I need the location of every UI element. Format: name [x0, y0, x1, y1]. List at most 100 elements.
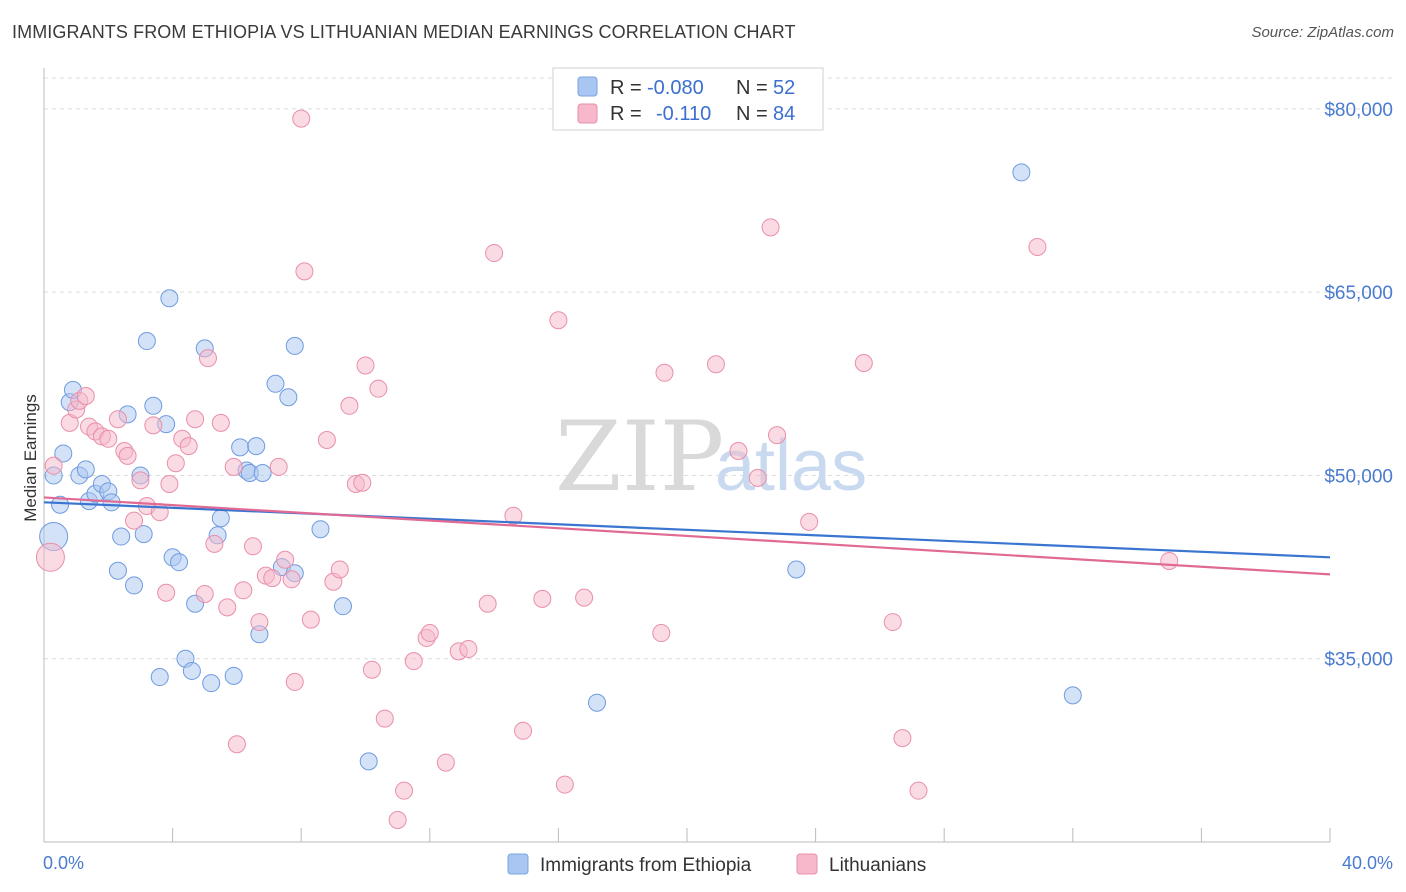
legend-r-value-2: -0.110 — [656, 103, 711, 125]
y-axis-label: Median Earnings — [21, 394, 40, 522]
watermark: ZIP atlas — [555, 401, 867, 513]
point-lithuanians — [369, 379, 388, 398]
trend-line-ethiopia — [43, 501, 1331, 559]
chart-title: IMMIGRANTS FROM ETHIOPIA VS LITHUANIAN M… — [12, 22, 796, 42]
point-ethiopia — [587, 693, 606, 712]
point-lithuanians — [35, 542, 65, 572]
point-lithuanians — [375, 709, 394, 728]
watermark-zip: ZIP — [555, 401, 724, 513]
point-ethiopia — [311, 520, 330, 539]
point-lithuanians — [211, 413, 230, 432]
point-ethiopia — [333, 597, 352, 616]
point-lithuanians — [555, 775, 574, 794]
point-ethiopia — [76, 460, 95, 479]
bottom-legend-label-lithuanians: Lithuanians — [829, 855, 926, 876]
legend-r-label-1: R = — [610, 77, 642, 99]
point-lithuanians — [533, 589, 552, 608]
point-lithuanians — [504, 506, 523, 525]
point-lithuanians — [854, 354, 873, 373]
point-lithuanians — [285, 672, 304, 691]
point-ethiopia — [170, 553, 189, 572]
point-lithuanians — [99, 429, 118, 448]
point-lithuanians — [179, 437, 198, 456]
point-lithuanians — [218, 598, 237, 617]
point-lithuanians — [768, 426, 787, 445]
point-ethiopia — [787, 560, 806, 579]
point-lithuanians — [800, 512, 819, 531]
point-lithuanians — [131, 471, 150, 490]
point-ethiopia — [285, 336, 304, 355]
point-lithuanians — [514, 721, 533, 740]
point-ethiopia — [211, 509, 230, 528]
point-ethiopia — [359, 752, 378, 771]
point-lithuanians — [459, 639, 478, 658]
bottom-legend: Immigrants from Ethiopia Lithuanians — [507, 853, 926, 876]
point-ethiopia — [279, 388, 298, 407]
x-tick-end: 40.0% — [1342, 853, 1393, 873]
point-lithuanians — [575, 588, 594, 607]
point-lithuanians — [356, 356, 375, 375]
point-ethiopia — [224, 666, 243, 685]
point-lithuanians — [893, 729, 912, 748]
point-lithuanians — [655, 363, 674, 382]
point-ethiopia — [160, 289, 179, 308]
legend-n-label-1: N = — [736, 77, 768, 99]
point-lithuanians — [250, 613, 269, 632]
legend-n-label-2: N = — [736, 103, 768, 125]
y-tick-label: $50,000 — [1324, 466, 1393, 487]
point-lithuanians — [263, 569, 282, 588]
point-lithuanians — [76, 387, 95, 406]
point-lithuanians — [748, 468, 767, 487]
legend-swatch-lithuanians — [577, 103, 598, 124]
point-lithuanians — [118, 446, 137, 465]
point-ethiopia — [266, 374, 285, 393]
point-ethiopia — [253, 463, 272, 482]
trend-lines — [43, 496, 1331, 576]
axes — [43, 68, 1331, 843]
point-lithuanians — [108, 410, 127, 429]
point-lithuanians — [485, 244, 504, 263]
point-lithuanians — [276, 550, 295, 569]
point-ethiopia — [202, 674, 221, 693]
bottom-legend-swatch-lithuanians — [796, 853, 818, 875]
point-lithuanians — [706, 355, 725, 374]
point-ethiopia — [150, 668, 169, 687]
legend: R = -0.080 N = 52 R = -0.110 N = 84 — [552, 67, 824, 131]
bottom-legend-swatch-ethiopia — [507, 853, 529, 875]
point-lithuanians — [330, 560, 349, 579]
point-lithuanians — [340, 396, 359, 415]
point-ethiopia — [144, 396, 163, 415]
point-ethiopia — [1012, 163, 1031, 182]
point-lithuanians — [166, 454, 185, 473]
point-lithuanians — [186, 410, 205, 429]
chart-source: Source: ZipAtlas.com — [1251, 24, 1394, 41]
point-lithuanians — [436, 753, 455, 772]
y-tick-label: $80,000 — [1324, 100, 1393, 121]
point-lithuanians — [652, 624, 671, 643]
legend-swatch-ethiopia — [577, 76, 598, 97]
legend-n-value-1: 52 — [773, 77, 795, 99]
point-lithuanians — [195, 584, 214, 603]
point-lithuanians — [224, 457, 243, 476]
legend-r-label-2: R = — [610, 103, 642, 125]
point-ethiopia — [182, 661, 201, 680]
point-lithuanians — [909, 781, 928, 800]
point-lithuanians — [295, 262, 314, 281]
point-ethiopia — [112, 527, 131, 546]
point-lithuanians — [269, 457, 288, 476]
point-lithuanians — [1160, 551, 1179, 570]
trend-line-lithuanians — [43, 496, 1331, 576]
point-lithuanians — [362, 660, 381, 679]
point-lithuanians — [388, 811, 407, 830]
point-lithuanians — [234, 581, 253, 600]
point-lithuanians — [395, 781, 414, 800]
point-lithuanians — [227, 735, 246, 754]
point-lithuanians — [549, 311, 568, 330]
point-ethiopia — [137, 332, 156, 351]
point-ethiopia — [231, 438, 250, 457]
bottom-legend-label-ethiopia: Immigrants from Ethiopia — [540, 855, 752, 876]
legend-box — [552, 67, 824, 131]
point-lithuanians — [883, 613, 902, 632]
point-lithuanians — [205, 534, 224, 553]
point-ethiopia — [108, 561, 127, 580]
